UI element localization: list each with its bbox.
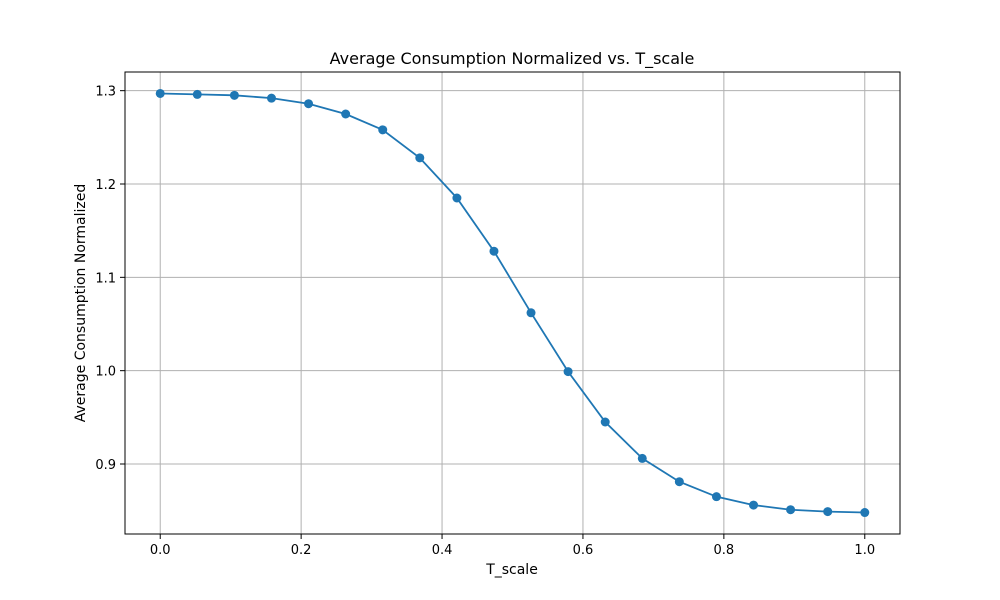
x-tick-label: 0.0 (150, 543, 171, 558)
x-tick-label: 0.6 (573, 543, 594, 558)
data-point (415, 153, 425, 163)
y-axis-label: Average Consumption Normalized (73, 184, 89, 423)
data-point (860, 508, 870, 518)
data-point (563, 367, 573, 377)
data-point (711, 492, 721, 502)
data-point (452, 193, 462, 203)
data-point (749, 500, 759, 510)
data-point (674, 477, 684, 487)
y-axis: 0.9 1.0 1.1 1.2 1.3 (95, 85, 125, 473)
data-point (155, 88, 165, 98)
data-point (637, 453, 647, 463)
data-point (304, 99, 314, 109)
series-line (160, 92, 865, 514)
x-tick-label: 0.8 (714, 543, 735, 558)
y-tick-label: 1.3 (95, 85, 116, 100)
data-point (526, 308, 536, 318)
plot-area-frame (124, 71, 901, 535)
y-tick-label: 1.1 (95, 271, 116, 286)
data-point (192, 89, 202, 99)
data-point (378, 125, 388, 135)
x-axis: 0.0 0.2 0.4 0.6 0.8 1.0 (150, 534, 875, 558)
chart-title: Average Consumption Normalized vs. T_sca… (330, 49, 695, 69)
series-group (155, 88, 870, 518)
data-point (600, 417, 610, 427)
y-tick-label: 0.9 (95, 458, 116, 473)
data-point (266, 93, 276, 103)
data-point (823, 507, 833, 517)
y-tick-label: 1.2 (95, 178, 116, 193)
x-tick-label: 0.4 (432, 543, 453, 558)
data-point (229, 90, 239, 100)
x-tick-label: 0.2 (291, 543, 312, 558)
data-point (786, 505, 796, 515)
data-point (489, 246, 499, 256)
data-point (341, 109, 351, 119)
y-tick-label: 1.0 (95, 365, 116, 380)
grid (125, 72, 900, 534)
x-tick-label: 1.0 (854, 543, 875, 558)
x-axis-label: T_scale (485, 562, 538, 578)
